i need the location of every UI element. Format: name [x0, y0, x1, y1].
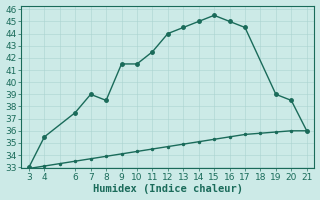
X-axis label: Humidex (Indice chaleur): Humidex (Indice chaleur) — [93, 184, 243, 194]
